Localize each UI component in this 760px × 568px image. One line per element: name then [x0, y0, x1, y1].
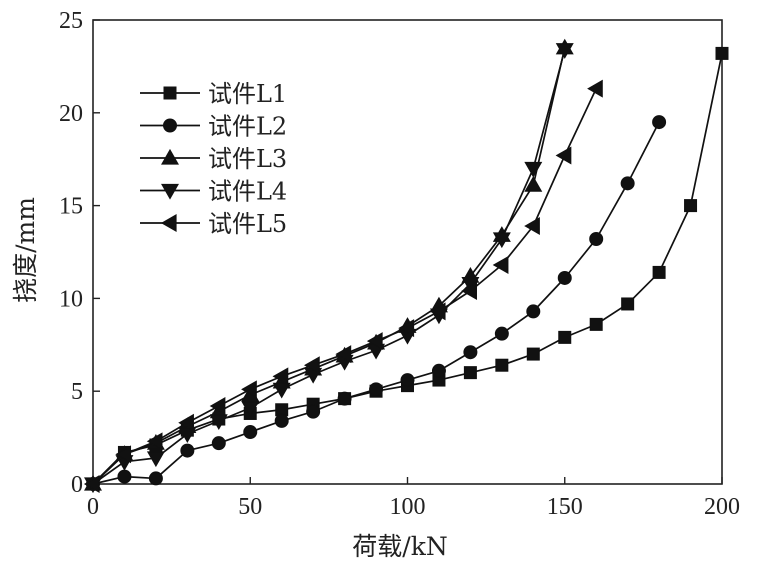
data-point — [557, 270, 572, 285]
data-point — [369, 382, 384, 397]
y-tick-label: 15 — [59, 194, 83, 220]
x-tick-label: 200 — [704, 494, 740, 520]
data-point — [243, 425, 258, 440]
data-point — [337, 391, 352, 406]
plot-frame — [92, 19, 723, 485]
data-point — [400, 373, 415, 388]
data-point — [335, 345, 352, 364]
data-point — [429, 302, 446, 321]
data-point — [492, 256, 509, 274]
data-point — [306, 404, 321, 419]
data-point — [117, 469, 132, 484]
data-point — [684, 199, 698, 213]
data-point — [148, 471, 163, 486]
y-tick-label: 0 — [71, 472, 83, 498]
x-tick-label: 100 — [390, 494, 426, 520]
data-point — [492, 232, 511, 249]
legend-item: 试件L1 — [140, 80, 287, 108]
data-point — [524, 161, 543, 178]
data-point — [558, 330, 572, 344]
data-point — [209, 414, 228, 431]
data-point — [715, 46, 729, 60]
data-point — [209, 397, 226, 416]
legend-item: 试件L2 — [140, 113, 287, 141]
data-point — [241, 401, 260, 418]
x-tick-label: 150 — [547, 494, 583, 520]
y-tick-label: 10 — [59, 286, 83, 312]
axes: 0 50 100 150 200 0 5 10 15 20 25 — [59, 8, 740, 520]
data-point — [463, 345, 478, 360]
series-5 — [83, 79, 603, 493]
data-point — [463, 366, 477, 380]
data-point — [652, 115, 667, 130]
legend-marker — [163, 118, 177, 133]
x-tick-label: 50 — [238, 494, 262, 520]
data-point — [431, 363, 446, 378]
data-point — [555, 146, 572, 165]
legend-item: 试件L4 — [140, 178, 287, 206]
data-point — [555, 43, 574, 59]
x-tick-label: 0 — [87, 494, 99, 520]
y-tick-label: 20 — [59, 101, 83, 127]
legend-label: 试件L5 — [208, 210, 287, 238]
y-tick-label: 5 — [71, 379, 83, 405]
legend: 试件L1 试件L2 试件L3 试件L4 试件L5 — [140, 80, 287, 238]
data-point — [180, 443, 195, 458]
data-point — [366, 332, 383, 351]
data-point — [587, 79, 603, 98]
series-line — [92, 121, 660, 485]
legend-item: 试件L3 — [140, 145, 287, 173]
legend-item: 试件L5 — [140, 210, 287, 238]
series-2 — [86, 115, 667, 491]
legend-marker — [161, 148, 179, 165]
data-point — [620, 176, 635, 191]
series-line — [92, 88, 597, 485]
series-group — [83, 38, 729, 494]
legend-label: 试件L1 — [208, 80, 287, 108]
data-point — [526, 304, 541, 319]
legend-marker — [163, 86, 177, 100]
data-point — [211, 436, 226, 451]
data-point — [274, 413, 289, 428]
data-point — [304, 356, 320, 375]
data-point — [495, 358, 509, 372]
data-point — [178, 413, 194, 432]
data-point — [272, 382, 291, 399]
data-point — [398, 319, 415, 338]
legend-label: 试件L3 — [208, 145, 287, 173]
data-point — [461, 281, 477, 300]
data-point — [524, 217, 540, 236]
data-point — [115, 445, 132, 464]
data-point — [589, 317, 603, 331]
legend-label: 试件L4 — [208, 178, 287, 206]
data-point — [241, 380, 257, 399]
series-line — [92, 49, 566, 485]
data-point — [146, 451, 165, 468]
x-axis-label: 荷载/kN — [352, 532, 447, 561]
data-point — [589, 232, 604, 247]
data-point — [526, 347, 540, 361]
y-tick-label: 25 — [59, 8, 83, 34]
data-point — [272, 367, 289, 386]
data-point — [83, 475, 100, 493]
data-point — [621, 297, 635, 311]
legend-marker — [161, 183, 179, 200]
data-point — [652, 265, 666, 279]
y-axis-label: 挠度/mm — [11, 197, 40, 303]
series-line — [92, 47, 566, 485]
legend-label: 试件L2 — [208, 113, 287, 141]
legend-marker — [160, 214, 177, 232]
data-point — [494, 326, 509, 341]
data-point — [146, 432, 163, 451]
data-point — [524, 176, 543, 192]
